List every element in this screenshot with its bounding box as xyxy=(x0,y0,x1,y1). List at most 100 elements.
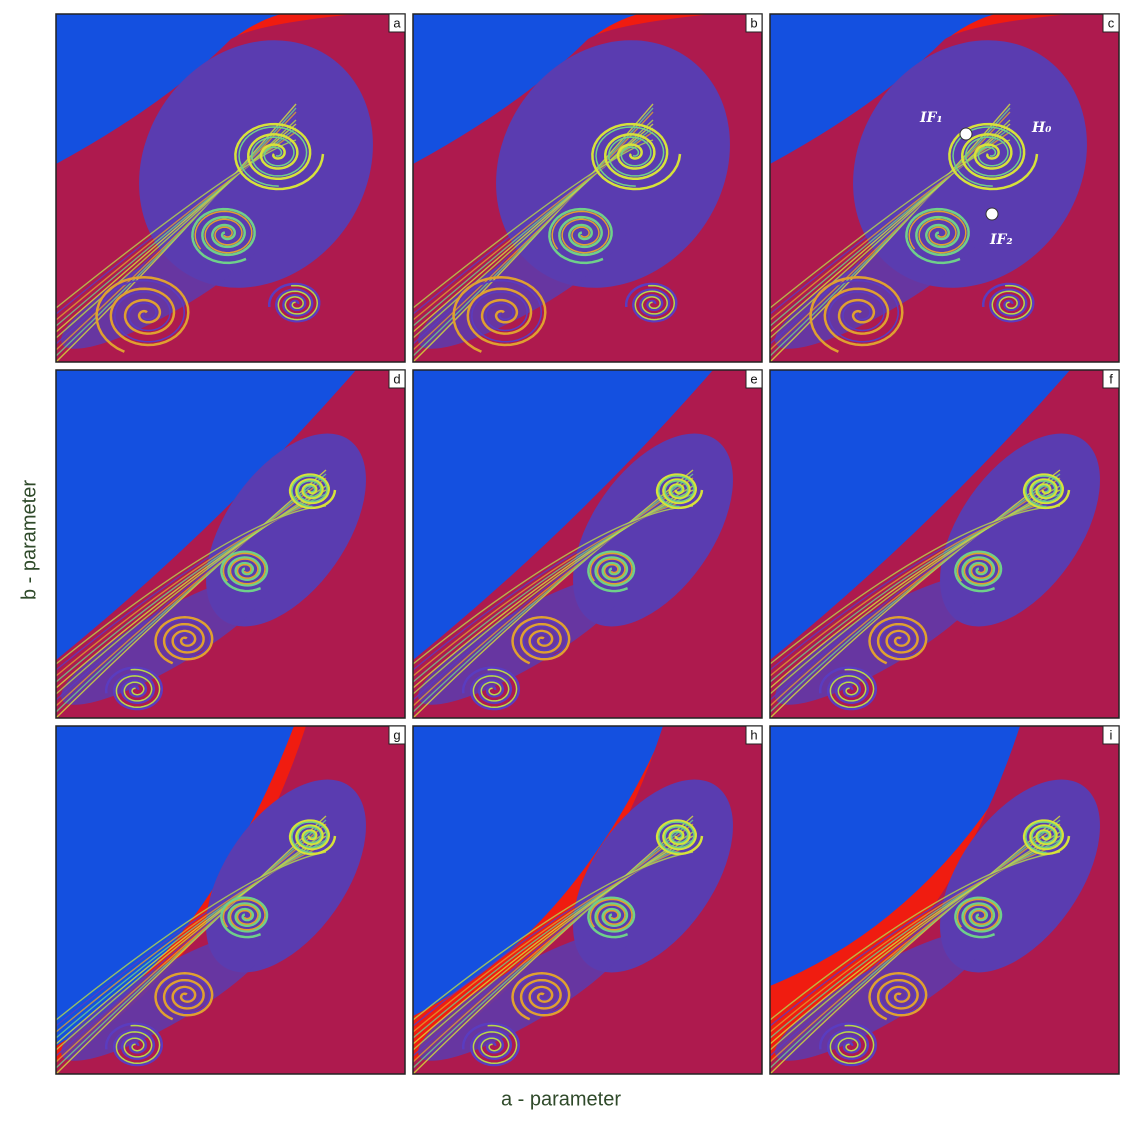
fractal-stripe xyxy=(56,485,327,695)
swirl xyxy=(472,668,518,709)
panel-letter: b xyxy=(750,15,757,30)
fractal-stripe xyxy=(770,501,1061,671)
swirl xyxy=(104,666,164,711)
swirl xyxy=(103,279,185,343)
swirl xyxy=(288,473,337,510)
swirl xyxy=(511,972,571,1021)
panel-frame xyxy=(55,369,406,719)
panel-map xyxy=(56,14,405,362)
fractal-stripe xyxy=(770,819,1061,1069)
fractal-stripe xyxy=(56,815,327,1074)
swirl xyxy=(595,126,665,187)
swirl xyxy=(222,898,266,931)
fractal-stripe xyxy=(770,481,1061,701)
y-axis-label: b - parameter xyxy=(18,480,40,600)
panel: a xyxy=(55,13,406,363)
fractal-stripe xyxy=(56,469,327,718)
swirl xyxy=(220,550,269,593)
fractal-stripe xyxy=(770,815,1061,1074)
fractal-stripe xyxy=(770,839,1061,1039)
fractal-stripe xyxy=(413,847,694,1027)
panel-map xyxy=(770,726,1119,1074)
swirl xyxy=(658,821,695,854)
swirl xyxy=(159,618,211,659)
panel: g xyxy=(55,725,406,1075)
panel-frame xyxy=(412,725,763,1075)
fractal-stripe xyxy=(770,493,1061,683)
swirl xyxy=(291,475,328,508)
panel-letter: e xyxy=(750,371,757,386)
swirl xyxy=(277,284,319,321)
swirl xyxy=(452,276,547,353)
panel-frame xyxy=(412,13,763,363)
swirl xyxy=(655,473,704,510)
panel-letter-box xyxy=(1102,13,1120,33)
panel: h xyxy=(412,725,763,1075)
fractal-stripe xyxy=(56,823,327,1063)
panel-frame xyxy=(769,13,1120,363)
swirl xyxy=(1022,819,1071,856)
fractal-stripe xyxy=(413,469,694,718)
swirl xyxy=(291,821,328,854)
marker-dot xyxy=(985,207,999,221)
fractal-stripe xyxy=(770,473,1061,713)
panel-letter-box xyxy=(388,13,406,33)
fractal-stripe xyxy=(413,823,694,1063)
swirl xyxy=(624,282,678,323)
panel-frame xyxy=(769,369,1120,719)
fractal-stripe xyxy=(56,501,327,671)
fractal-stripe xyxy=(56,489,327,689)
swirl xyxy=(587,896,636,939)
fractal-stripe xyxy=(413,493,694,683)
fractal-stripe xyxy=(413,843,694,1033)
fractal-stripe xyxy=(770,835,1061,1045)
panel-letter-box xyxy=(1102,369,1120,389)
fractal-stripe xyxy=(56,819,327,1069)
fractal-stripe xyxy=(770,497,1061,677)
swirl xyxy=(655,819,704,856)
panel-frame xyxy=(55,725,406,1075)
fractal-stripe xyxy=(770,115,1011,345)
panel: c xyxy=(769,13,1120,363)
fractal-stripe xyxy=(56,107,297,357)
fractal-stripe xyxy=(413,851,694,1021)
panel: f xyxy=(769,369,1120,719)
fractal-stripe xyxy=(56,493,327,683)
swirl xyxy=(868,972,928,1021)
swirl xyxy=(956,552,1000,585)
swirl xyxy=(191,207,256,265)
fractal-stripe xyxy=(413,481,694,701)
swirl xyxy=(194,210,253,254)
swirl xyxy=(115,668,161,709)
fractal-stripe xyxy=(56,827,327,1057)
fractal-stripe xyxy=(413,115,654,345)
swirl xyxy=(809,276,904,353)
panel-map xyxy=(56,370,405,718)
panel-map xyxy=(413,370,762,718)
swirl xyxy=(288,819,337,856)
fractal-stripe xyxy=(770,831,1061,1051)
panel-letter-box xyxy=(388,369,406,389)
marker-dot xyxy=(959,127,973,141)
fractal-stripe xyxy=(413,501,694,671)
swirl xyxy=(905,207,970,265)
swirl xyxy=(817,279,899,343)
swirl xyxy=(952,126,1022,187)
swirl xyxy=(461,1022,521,1067)
swirl xyxy=(868,616,928,665)
fractal-stripe xyxy=(56,473,327,713)
fractal-stripe xyxy=(56,103,297,362)
panel-letter: f xyxy=(1109,371,1113,386)
panel-letter: a xyxy=(393,15,401,30)
fractal-stripe xyxy=(413,505,694,665)
swirl xyxy=(589,898,633,931)
swirl xyxy=(873,974,925,1015)
fractal-stripe xyxy=(413,815,694,1074)
swirl xyxy=(516,618,568,659)
annotation: H₀ xyxy=(1031,120,1051,136)
fractal-stripe xyxy=(56,497,327,677)
fractal-stripe xyxy=(56,505,327,665)
fractal-stripe xyxy=(413,839,694,1039)
fractal-stripe xyxy=(56,111,297,351)
